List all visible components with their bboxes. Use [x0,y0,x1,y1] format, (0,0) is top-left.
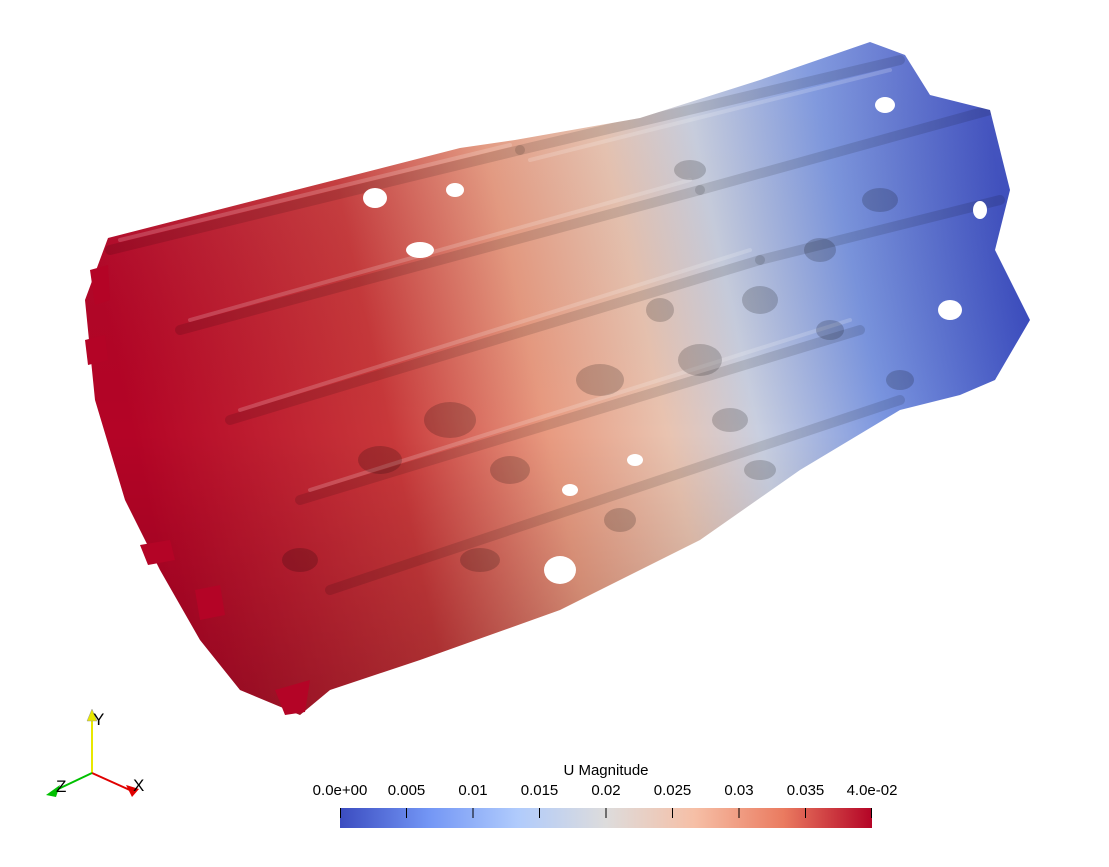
z-axis-line [53,772,93,792]
z-axis-label: Z [56,777,66,796]
x-axis-arrow [126,785,139,797]
colorbar [340,808,872,828]
colorbar-tick-label: 0.025 [653,782,692,799]
colorbar-tick-label: 0.005 [387,782,426,799]
orientation-axes: Y X Z [46,708,144,797]
colorbar-tick-label: 0.035 [786,782,825,799]
colorbar-tick-marks [340,808,872,818]
y-axis-label: Y [93,710,104,729]
colorbar-tick-label: 0.0e+00 [312,782,368,799]
z-axis-arrow [46,785,60,797]
colorbar-tick-label: 4.0e-02 [846,782,898,799]
x-axis-label: X [133,776,144,795]
colorbar-title: U Magnitude [563,762,649,779]
y-axis-arrow [86,708,98,722]
colorbar-tick-label: 0.01 [458,782,488,799]
colorbar-tick-labels: 0.0e+00 0.005 0.01 0.015 0.02 0.025 0.03 0.035 4… [0,782,1109,802]
colorbar-tick-label: 0.015 [520,782,559,799]
colorbar-tick-label: 0.02 [591,782,621,799]
colorbar-tick-label: 0.03 [724,782,754,799]
x-axis-line [91,772,133,792]
